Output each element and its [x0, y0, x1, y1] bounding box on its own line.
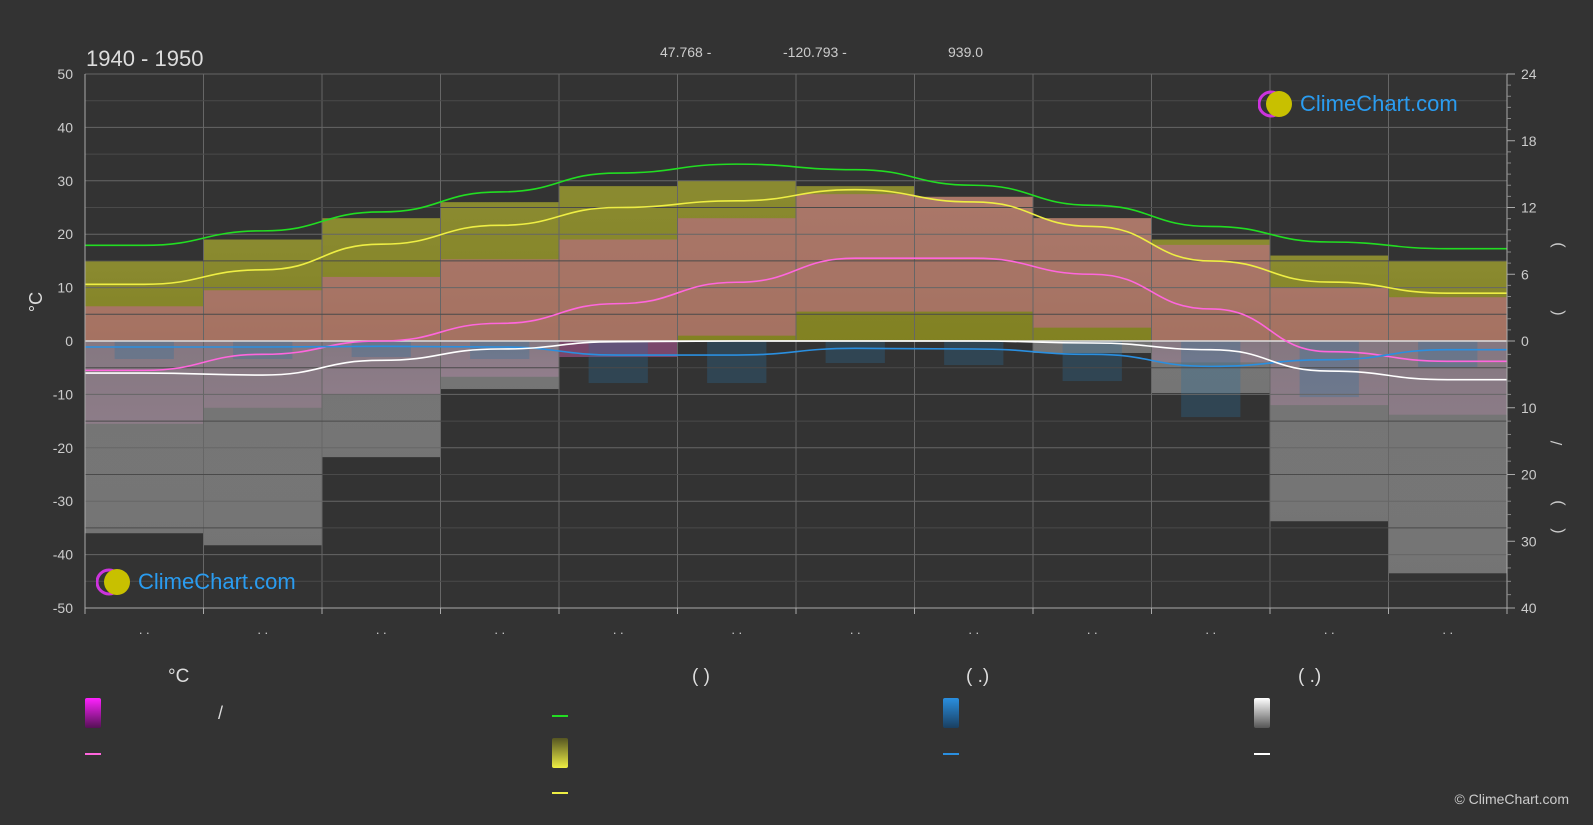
left-axis-label: °C [26, 292, 46, 312]
legend-line-mean-temp [85, 753, 101, 755]
chart-title: 1940 - 1950 [86, 46, 204, 71]
right-tick-label: 30 [1521, 533, 1537, 549]
latitude-label: 47.768 - [660, 44, 712, 60]
sunshine-band-bar [559, 186, 678, 341]
month-label: . . [731, 622, 742, 637]
rain-line [85, 345, 1507, 368]
right-axis-symbol: ( [1549, 310, 1566, 316]
mean-temp-line [85, 257, 1507, 372]
longitude-label: -120.793 - [783, 44, 847, 60]
month-label: . . [139, 622, 150, 637]
sunshine-band-bar [322, 218, 441, 341]
legend-line-daylight [552, 715, 568, 717]
climate-chart: 50 40 30 20 10 0 -10 -20 -30 -40 -50 °C 24 18 12 6 0 10 20… [26, 44, 1566, 637]
temp-range-bar [1033, 218, 1152, 328]
climechart-logo-icon [96, 568, 130, 596]
legend-line-sunshine [552, 792, 568, 794]
left-tick-label: 50 [57, 66, 73, 82]
rain-bar [825, 341, 885, 364]
left-tick-label: 40 [57, 119, 73, 135]
month-label: . . [968, 622, 979, 637]
rain-bar [1418, 341, 1478, 368]
rain-bar [114, 341, 174, 360]
right-axis-symbol: ) [1549, 500, 1566, 505]
left-tick-label: 10 [57, 280, 73, 296]
legend-line-rain [943, 753, 959, 755]
temp-range-bar [796, 194, 915, 312]
legend-separator: / [218, 703, 224, 723]
month-label: . . [850, 622, 861, 637]
rain-bar [944, 341, 1004, 366]
copyright: © ClimeChart.com [1454, 791, 1569, 807]
legend-line-snow [1254, 753, 1270, 755]
month-label: . . [376, 622, 387, 637]
month-label: . . [494, 622, 505, 637]
daylight-line [85, 163, 1507, 250]
month-label: . . [1087, 622, 1098, 637]
right-axis-symbol: ( [1549, 528, 1566, 534]
temp-range-bar [914, 196, 1034, 312]
right-tick-label: 6 [1521, 266, 1529, 282]
legend-swatch-snow [1254, 698, 1270, 728]
rain-bar [470, 341, 530, 360]
left-tick-label: -40 [53, 547, 73, 563]
month-label: . . [1442, 622, 1453, 637]
brand-name: ClimeChart.com [1300, 91, 1458, 116]
sunshine-band-bar [85, 260, 204, 341]
left-tick-label: -50 [53, 600, 73, 616]
rain-bar [233, 341, 293, 360]
legend-head-rain: ( .) [966, 666, 990, 687]
rain-bar [707, 341, 767, 384]
sunshine-band-bar [203, 239, 323, 341]
elevation-label: 939.0 [948, 44, 984, 60]
sunshine-line [84, 188, 1507, 294]
temp-range-bar [559, 239, 678, 358]
legend-swatch-rain [943, 698, 959, 728]
right-tick-label: 0 [1521, 333, 1529, 349]
sunshine-band-bar [1388, 260, 1508, 341]
left-tick-label: -10 [53, 386, 73, 402]
brand-logo-bottom[interactable]: ClimeChart.com [96, 564, 296, 600]
right-tick-label: 20 [1521, 467, 1537, 483]
right-tick-label: 18 [1521, 133, 1537, 149]
right-axis-symbol: / [1549, 440, 1566, 445]
legend-swatch-temp-range [85, 698, 101, 728]
month-label: . . [1324, 622, 1335, 637]
right-tick-label: 24 [1521, 66, 1537, 82]
sunshine-band-bar [914, 196, 1034, 341]
snow-bar [1388, 341, 1508, 574]
sunshine-band-bar [1033, 218, 1152, 341]
left-tick-label: 30 [57, 173, 73, 189]
month-label: . . [1205, 622, 1216, 637]
right-tick-label: 10 [1521, 400, 1537, 416]
right-tick-label: 12 [1521, 200, 1537, 216]
legend-head-sun: ( ) [692, 666, 710, 687]
rain-bar [351, 341, 411, 358]
brand-name: ClimeChart.com [138, 569, 296, 594]
climechart-logo-icon [1258, 90, 1292, 118]
chart-svg: 50 40 30 20 10 0 -10 -20 -30 -40 -50 °C 24 18 12 6 0 10 20… [26, 66, 1566, 637]
left-tick-label: 20 [57, 226, 73, 242]
right-tick-label: 40 [1521, 600, 1537, 616]
legend-head-snow: ( .) [1298, 666, 1322, 687]
rain-bar [1181, 341, 1241, 418]
left-tick-label: -30 [53, 493, 73, 509]
month-label: . . [257, 622, 268, 637]
snow-line [85, 340, 1507, 381]
right-axis-symbol: ) [1549, 242, 1566, 247]
left-tick-label: -20 [53, 440, 73, 456]
rain-bar [1062, 341, 1122, 382]
sunshine-band-bar [1270, 255, 1389, 341]
legend-head-temperature: °C [168, 666, 190, 687]
month-label: . . [613, 622, 624, 637]
rain-bar [588, 341, 648, 384]
brand-logo-top[interactable]: ClimeChart.com [1258, 86, 1458, 122]
legend-swatch-sunshine [552, 738, 568, 768]
left-tick-label: 0 [65, 333, 73, 349]
sunshine-band-bar [1151, 239, 1271, 341]
